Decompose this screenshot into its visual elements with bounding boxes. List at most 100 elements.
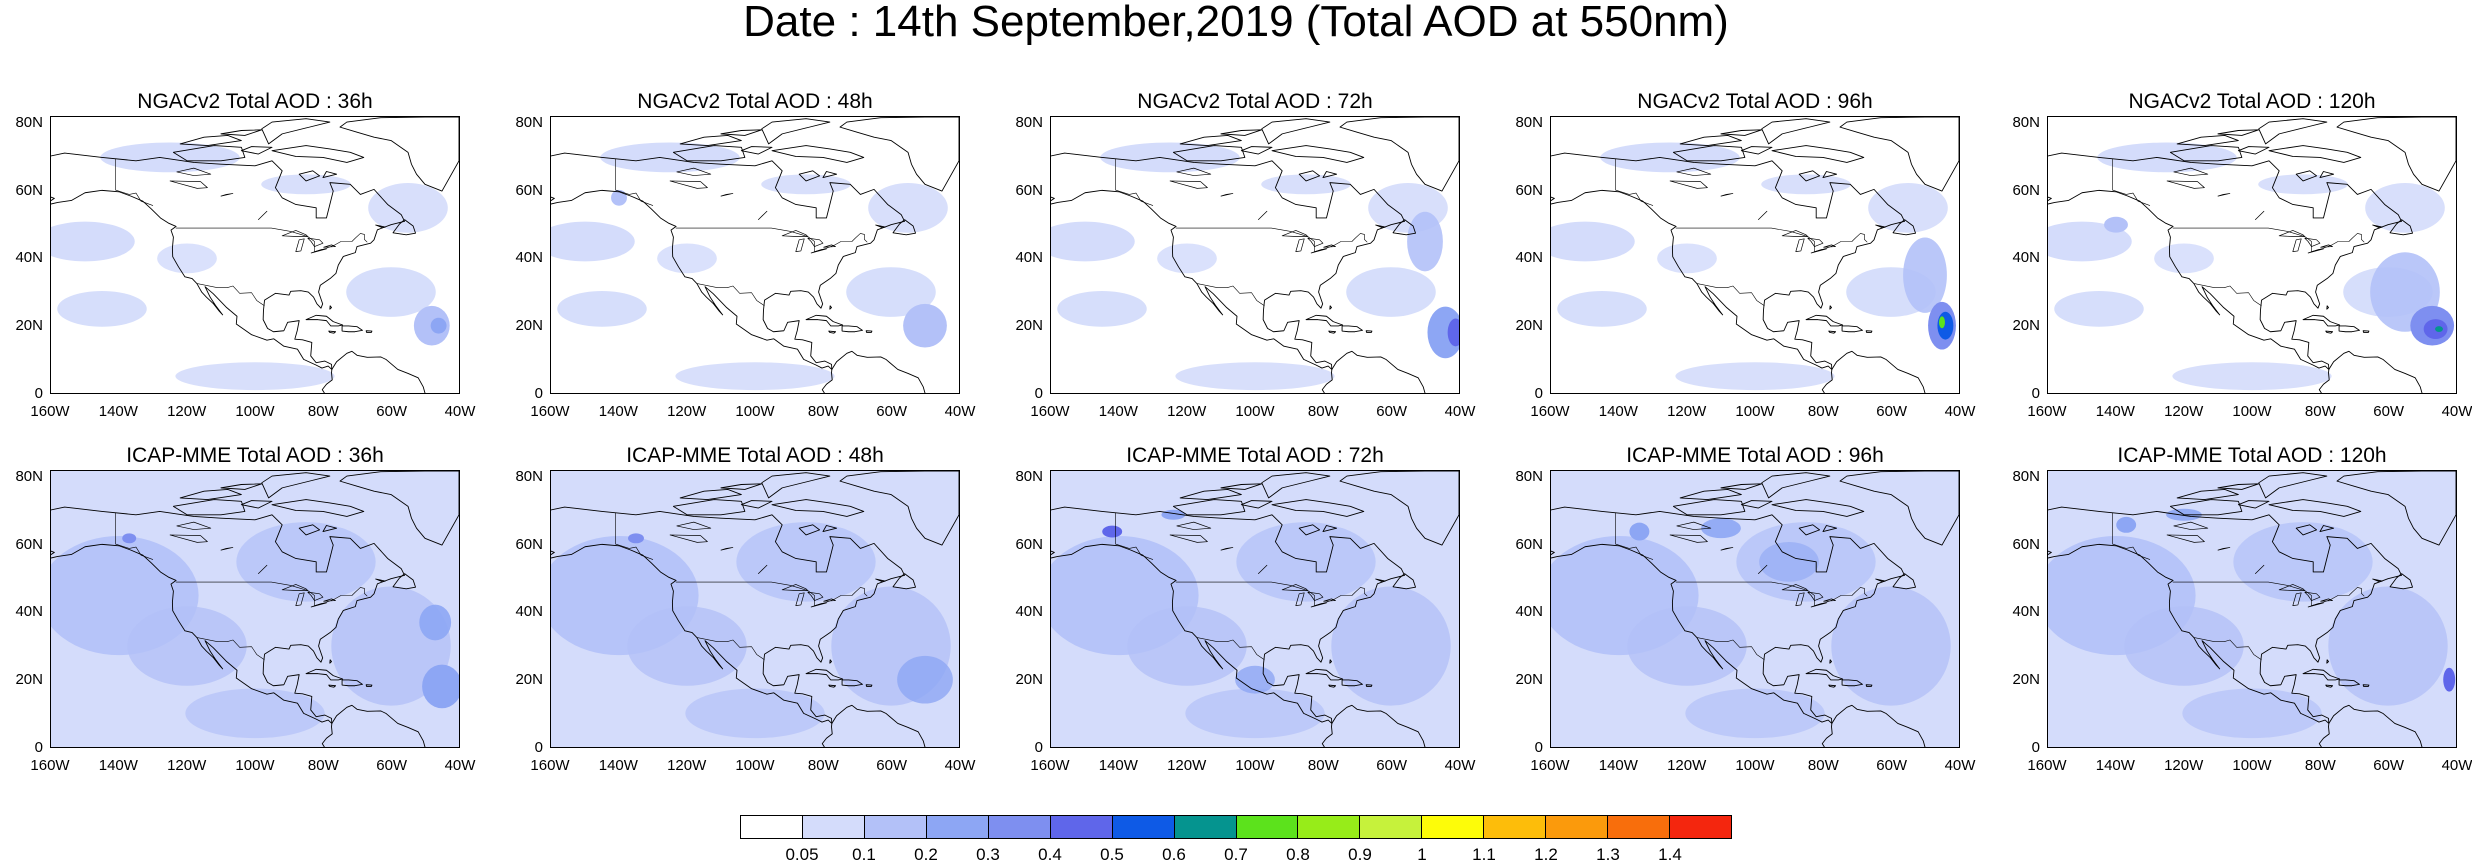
aod-blob <box>1331 586 1451 706</box>
lake-outline <box>1669 534 1708 543</box>
map-canvas <box>1051 471 1459 747</box>
north-america-coastline <box>551 506 906 724</box>
lon-tick-label: 100W <box>235 757 275 774</box>
lake-outline <box>1807 591 1824 601</box>
aod-blob <box>1057 290 1147 327</box>
lake-outline <box>1281 584 1309 591</box>
arctic-coastline <box>172 145 246 162</box>
aod-blob <box>51 221 135 262</box>
lake-outline <box>1220 193 1234 197</box>
country-border <box>1175 227 1368 252</box>
lon-tick-label: 40W <box>1444 757 1476 774</box>
arctic-coastline <box>2237 500 2270 509</box>
lon-tick-label: 140W <box>1098 403 1138 420</box>
arctic-coastline <box>322 171 338 179</box>
colorbar-swatch <box>802 816 865 838</box>
arctic-coastline <box>2319 525 2335 533</box>
arctic-coastline <box>322 525 338 533</box>
arctic-coastline <box>672 145 746 162</box>
country-border <box>2172 227 2365 252</box>
arctic-coastline <box>1240 146 1273 155</box>
lake-outline <box>2166 180 2205 189</box>
panel-title: ICAP-MME Total AOD : 72h <box>1126 444 1384 467</box>
arctic-coastline <box>1720 129 1763 136</box>
arctic-coastline <box>2237 146 2270 155</box>
arctic-coastline <box>1172 499 1246 516</box>
lat-tick-label: 40N <box>515 603 543 621</box>
country-border <box>2112 512 2151 560</box>
lake-outline <box>807 591 824 601</box>
lake-outline <box>2217 193 2231 197</box>
aod-blob <box>1447 318 1459 347</box>
lon-tick-label: 120W <box>1167 403 1207 420</box>
island-coastline <box>2326 659 2329 664</box>
colorbar-label: 0.6 <box>1162 845 1186 864</box>
aod-blob <box>1261 174 1351 195</box>
island-coastline <box>2325 684 2334 688</box>
colorbar-swatch <box>741 816 803 838</box>
arctic-coastline <box>1822 171 1838 179</box>
arctic-coastline <box>1339 117 1459 192</box>
lon-tick-label: 60W <box>1376 757 1408 774</box>
aod-blob <box>1657 243 1717 274</box>
arctic-coastline <box>1771 499 1865 517</box>
aod-blob <box>628 533 644 544</box>
colorbar-swatch <box>1422 816 1485 838</box>
lon-tick-label: 80W <box>807 757 839 774</box>
lon-tick-label: 120W <box>167 403 207 420</box>
colorbar <box>740 815 1732 839</box>
arctic-coastline <box>1740 146 1773 155</box>
map-plot <box>550 470 960 748</box>
panel-title: NGACv2 Total AOD : 36h <box>137 90 373 113</box>
island-coastline <box>1328 684 1337 688</box>
lake-outline <box>2173 521 2209 530</box>
lake-outline <box>669 180 708 189</box>
lat-tick-label: 80N <box>515 467 543 485</box>
aod-blob <box>1600 142 1740 173</box>
lake-outline <box>1676 521 1712 530</box>
island-coastline <box>1865 330 1873 333</box>
lat-tick-label: 40N <box>1515 249 1543 267</box>
country-border <box>2172 581 2365 606</box>
lon-tick-label: 160W <box>30 403 70 420</box>
lon-tick-label: 160W <box>530 757 570 774</box>
lake-outline <box>281 230 309 237</box>
lat-tick-label: 0 <box>534 739 543 756</box>
aod-blob <box>1317 493 1397 530</box>
panel-title: NGACv2 Total AOD : 72h <box>1137 90 1373 113</box>
north-america-coastline <box>51 152 406 370</box>
aod-blob <box>1701 518 1741 539</box>
country-border <box>1697 637 1765 661</box>
arctic-coastline <box>1179 135 1242 147</box>
arctic-coastline <box>2217 483 2260 490</box>
aod-blob <box>1627 606 1747 686</box>
lake-outline <box>1807 237 1824 247</box>
lake-outline <box>720 547 734 551</box>
aod-blob <box>1235 665 1275 694</box>
map-canvas <box>551 117 959 393</box>
south-america-coastline <box>321 704 426 747</box>
aod-blob <box>2365 183 2445 233</box>
north-america-coastline <box>51 506 406 724</box>
arctic-coastline <box>2258 118 2328 145</box>
lon-tick-label: 80W <box>2304 403 2336 420</box>
lat-tick-label: 40N <box>1515 603 1543 621</box>
lat-tick-label: 0 <box>1034 739 1043 756</box>
lat-tick-label: 40N <box>2012 603 2040 621</box>
map-canvas <box>1051 117 1459 393</box>
arctic-coastline <box>339 117 459 192</box>
country-border <box>1675 227 1868 252</box>
lon-tick-label: 60W <box>876 757 908 774</box>
lon-tick-label: 160W <box>1530 757 1570 774</box>
lat-tick-label: 0 <box>2031 739 2040 756</box>
aod-blob <box>1175 362 1335 391</box>
arctic-coastline <box>1761 472 1831 499</box>
lat-tick-label: 80N <box>15 467 43 485</box>
map-canvas <box>1551 471 1959 747</box>
colorbar-label: 1.3 <box>1596 845 1620 864</box>
island-coastline <box>2302 314 2341 327</box>
lon-tick-label: 80W <box>1307 757 1339 774</box>
colorbar-label: 1.2 <box>1534 845 1558 864</box>
country-border <box>697 283 765 307</box>
island-coastline <box>305 314 344 327</box>
